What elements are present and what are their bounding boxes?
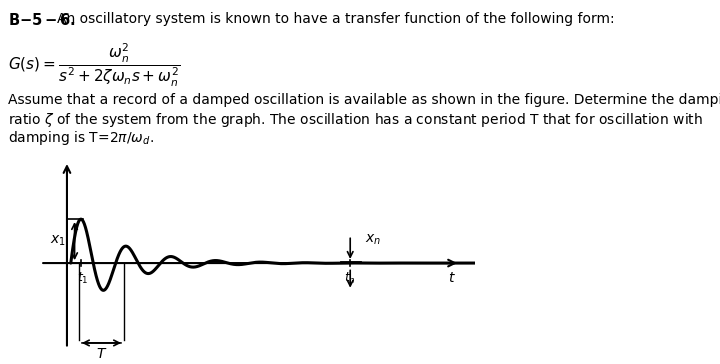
Text: damping is T=2$\pi$/$\omega_d$.: damping is T=2$\pi$/$\omega_d$.	[8, 129, 154, 147]
Text: $T$: $T$	[96, 347, 107, 361]
Text: $G(s) = \dfrac{\omega_n^2}{s^2 + 2\zeta\omega_n s + \omega_n^2}$: $G(s) = \dfrac{\omega_n^2}{s^2 + 2\zeta\…	[8, 42, 181, 89]
Text: $x_1$: $x_1$	[50, 234, 66, 248]
Text: Assume that a record of a damped oscillation is available as shown in the figure: Assume that a record of a damped oscilla…	[8, 93, 720, 107]
Text: $t_1$: $t_1$	[77, 271, 89, 286]
Text: ratio $\zeta$ of the system from the graph. The oscillation has a constant perio: ratio $\zeta$ of the system from the gra…	[8, 111, 703, 129]
Text: An oscillatory system is known to have a transfer function of the following form: An oscillatory system is known to have a…	[57, 12, 615, 26]
Text: $t$: $t$	[449, 271, 456, 285]
Text: $t_n$: $t_n$	[344, 271, 356, 286]
Text: $x_n$: $x_n$	[366, 233, 382, 247]
Text: $\mathbf{B}$$\mathbf{-5-6.}$: $\mathbf{B}$$\mathbf{-5-6.}$	[8, 12, 76, 28]
